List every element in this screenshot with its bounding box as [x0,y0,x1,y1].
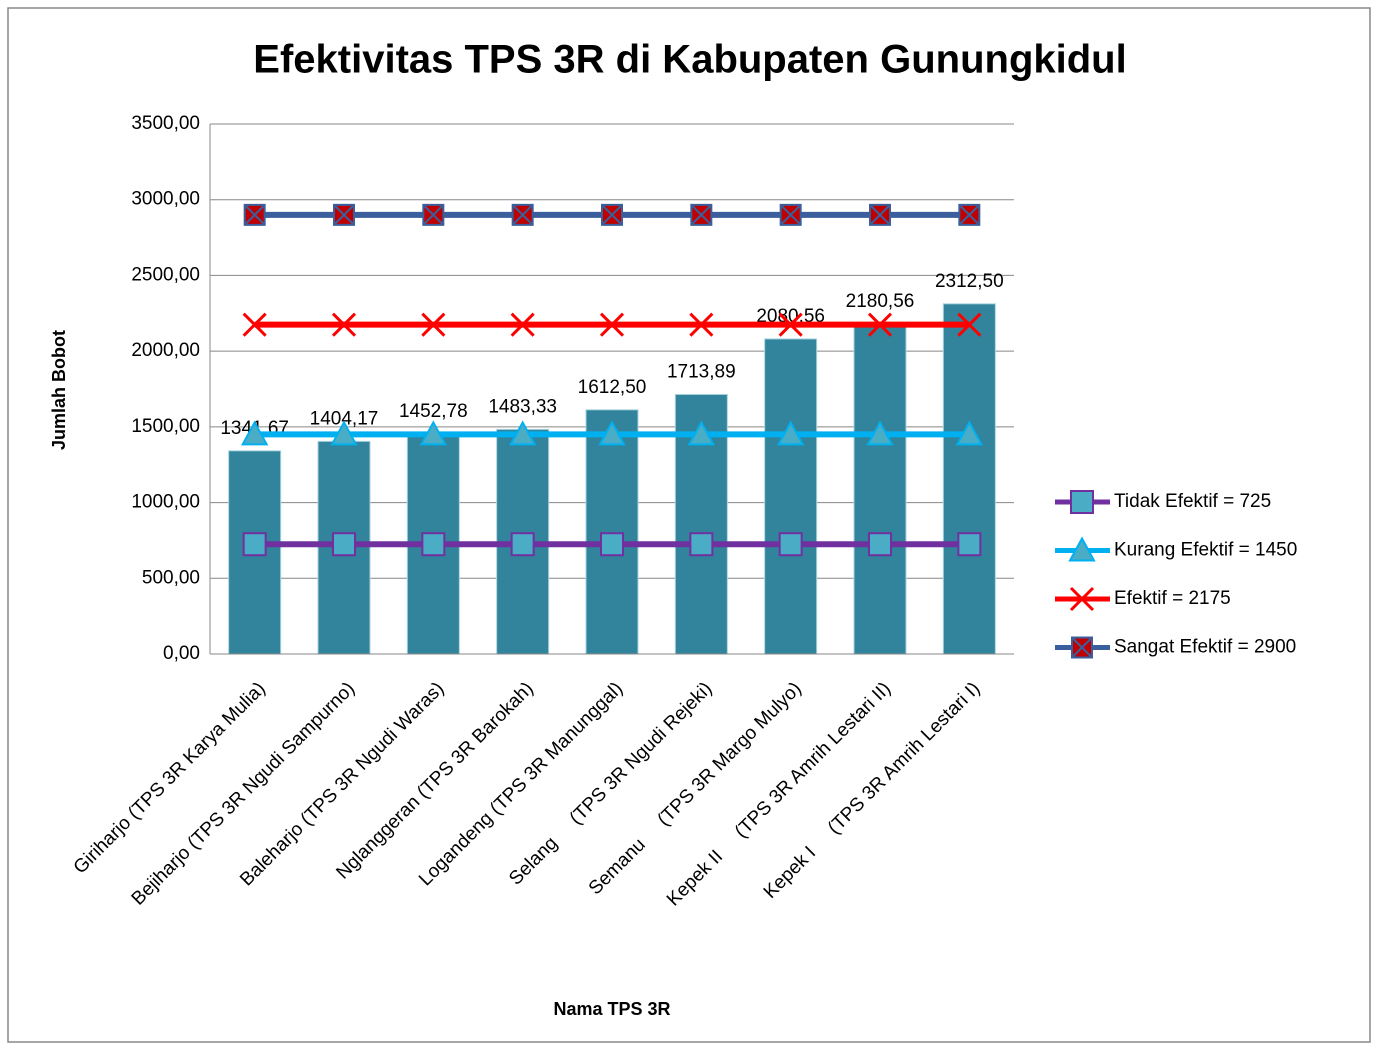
marker-cross [691,205,712,225]
marker [687,420,716,446]
y-tick-label: 500,00 [142,567,200,588]
y-tick-label: 3500,00 [131,113,200,134]
data-label: 2180,56 [846,291,915,312]
x-axis-title: Nama TPS 3R [553,999,670,1019]
marker [242,532,267,557]
marker [599,312,625,337]
legend-label: Sangat Efektif = 2900 [1114,637,1296,658]
data-label: 1452,78 [399,401,468,422]
marker-cross [1072,637,1092,658]
data-label: 1404,17 [310,408,379,429]
marker-cross [870,205,890,225]
marker [778,312,803,337]
marker-cross [423,205,444,225]
legend-label: Tidak Efektif = 725 [1114,491,1271,512]
marker-cross [334,205,354,225]
chart-title: Efektivitas TPS 3R di Kabupaten Gunungki… [253,38,1126,82]
marker [955,420,984,446]
marker [240,420,269,446]
y-tick-label: 3000,00 [131,189,200,210]
bar [853,323,907,655]
legend-label: Efektif = 2175 [1114,588,1231,609]
data-label: 1483,33 [488,396,557,417]
marker [331,312,357,337]
marker [421,312,446,337]
marker [957,312,982,337]
marker [419,420,448,446]
data-label: 1713,89 [667,361,736,382]
marker [330,420,358,446]
marker [957,532,982,557]
marker-cross [244,205,265,225]
y-tick-label: 0,00 [163,643,200,664]
marker [868,532,892,557]
marker [776,420,805,446]
marker [867,312,893,337]
marker [1070,490,1094,514]
data-label: 1612,50 [578,377,647,398]
marker-cross [602,205,622,225]
marker [598,420,626,446]
bar [585,409,639,655]
marker [421,532,446,557]
y-axis-title: Jumlah Bobot [49,330,69,450]
marker [510,312,535,337]
marker-cross [959,205,980,225]
marker [866,420,894,446]
marker [1068,536,1096,562]
data-label: 2312,50 [935,271,1004,292]
marker [600,532,624,557]
marker-cross [780,205,801,225]
y-tick-label: 2500,00 [131,264,200,285]
marker [510,532,535,557]
y-tick-label: 1500,00 [131,416,200,437]
y-tick-label: 1000,00 [131,492,200,513]
marker [242,312,267,337]
marker [508,420,537,446]
marker [778,532,803,557]
marker [689,312,714,337]
y-tick-label: 2000,00 [131,340,200,361]
marker [332,532,356,557]
marker [689,532,714,557]
bar [942,303,996,655]
marker-cross [512,205,533,225]
bar [764,338,818,655]
marker [1069,586,1095,612]
legend-label: Kurang Efektif = 1450 [1114,540,1297,561]
